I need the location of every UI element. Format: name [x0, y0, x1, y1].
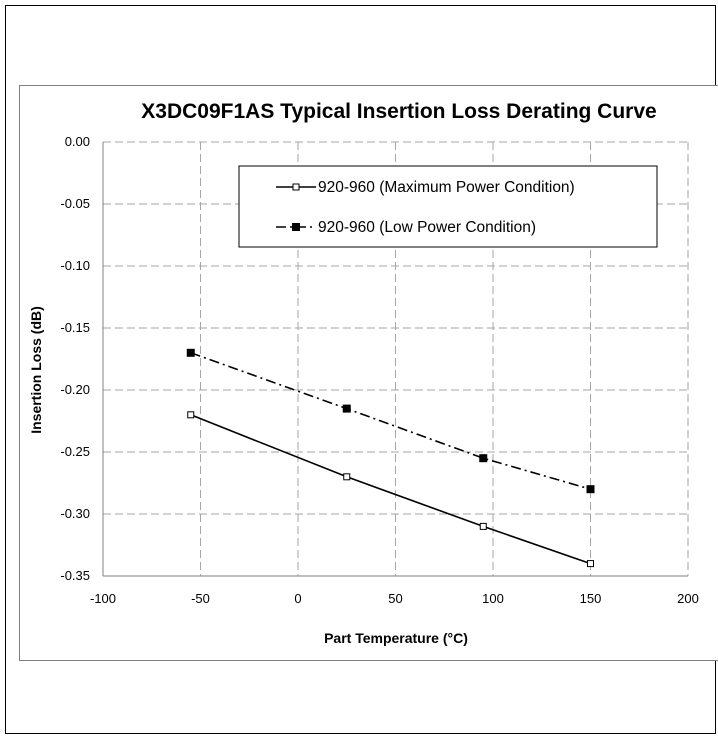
y-tick-label: 0.00: [65, 134, 90, 149]
legend-box: [238, 165, 658, 248]
y-tick-label: -0.25: [60, 444, 90, 459]
series-line-1: [190, 414, 591, 565]
y-tick-label: -0.15: [60, 320, 90, 335]
x-axis-label: Part Temperature (°C): [324, 630, 468, 646]
chart-area: X3DC09F1AS Typical Insertion Loss Derati…: [19, 85, 718, 661]
y-tick-labels: 0.00 -0.05 -0.10 -0.15 -0.20 -0.25 -0.30 -0.35: [60, 134, 90, 583]
y-tick-label: -0.05: [60, 196, 90, 211]
y-tick-label: -0.10: [60, 258, 90, 273]
legend-marker-1: [292, 183, 300, 191]
x-tick-label: 200: [677, 591, 699, 606]
chart-svg: X3DC09F1AS Typical Insertion Loss Derati…: [28, 100, 699, 646]
chart-title: X3DC09F1AS Typical Insertion Loss Derati…: [141, 100, 656, 123]
x-tick-label: 50: [388, 591, 402, 606]
legend-marker-2: [292, 223, 300, 231]
series-1-marker: [343, 473, 351, 481]
legend-label-1: 920-960 (Maximum Power Condition): [318, 179, 575, 196]
x-tick-label: 0: [294, 591, 301, 606]
y-tick-label: -0.30: [60, 506, 90, 521]
y-tick-label: -0.20: [60, 382, 90, 397]
x-tick-label: -50: [191, 591, 210, 606]
series-2-marker: [186, 348, 195, 357]
series-2-marker: [479, 454, 488, 463]
x-tick-label: -100: [90, 591, 116, 606]
y-axis-label: Insertion Loss (dB): [28, 306, 44, 434]
x-tick-labels: -100 -50 0 50 100 150 200: [90, 591, 699, 606]
series-2-marker: [342, 404, 351, 413]
legend-label-2: 920-960 (Low Power Condition): [318, 219, 536, 236]
series-1-marker: [587, 560, 594, 568]
legend: 920-960 (Maximum Power Condition) 920-960…: [238, 165, 658, 248]
series-2-marker: [586, 485, 595, 494]
x-tick-label: 150: [580, 591, 602, 606]
axes: [102, 142, 688, 577]
x-tick-label: 100: [482, 591, 504, 606]
series-1-marker: [187, 411, 195, 419]
y-tick-label: -0.35: [60, 568, 90, 583]
series-line-2: [190, 352, 591, 490]
series-1-marker: [479, 522, 487, 530]
series-layer: [186, 348, 595, 568]
